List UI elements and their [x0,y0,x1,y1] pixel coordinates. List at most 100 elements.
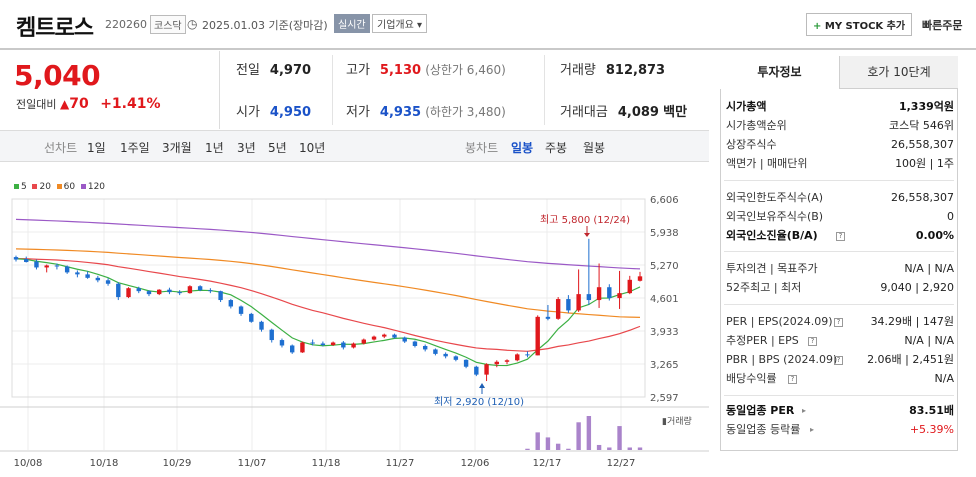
candle-weekly[interactable]: 주봉 [545,141,568,155]
stock-code: 220260 [105,18,147,31]
candle-body [494,361,499,365]
candle-body [453,356,459,360]
quote-info: 전일 4,970 시가 4,950 고가 5,130 (상한가 6,460) 저가 4,… [222,51,709,129]
candle-body [95,277,101,281]
date-text: 2025.01.03 기준(장마감) [202,19,328,32]
chevron-right-icon: ▸ [810,425,815,434]
upper-limit: (상한가 6,460) [425,63,506,77]
price-chart[interactable]: 6,606 5,938 5,270 4,601 3,933 3,265 2,597 10/08… [0,190,709,477]
sector-rate-row[interactable]: 동일업종 등락률 ▸ +5.39% [726,421,954,439]
candle-monthly[interactable]: 월봉 [583,141,606,155]
candle-body [208,290,213,292]
amount-label: 거래대금 [560,105,608,120]
tab-invest-info[interactable]: 투자정보 [720,56,839,89]
realtime-button[interactable]: 실시간 [334,14,370,33]
lower-limit: (하한가 3,480) [425,105,506,119]
candle-body [402,337,407,342]
y-tick-label: 3,933 [650,327,679,338]
clock-icon: ◷ [187,17,198,31]
candle-body [545,316,551,319]
candle-body [136,288,141,292]
help-icon[interactable]: ? [808,337,817,346]
volume-bar [525,448,530,450]
company-overview-dropdown[interactable]: 기업개요 ▾ [372,14,428,33]
open-price: 시가 4,950 [236,101,311,120]
period-3y[interactable]: 3년 [237,141,256,155]
volume-bar [566,448,571,450]
candle-body [627,279,632,294]
divider [724,251,954,252]
shares-row: 상장주식수 26,558,307 [726,138,954,151]
period-5y[interactable]: 5년 [268,141,287,155]
volume-bar [627,447,632,450]
candle-body [535,316,540,356]
candle-body [504,360,510,362]
candle-body [443,353,448,357]
trade-amount: 거래대금 4,089 백만 [560,101,687,120]
candle-body [279,340,285,346]
volume-bar [535,432,540,450]
candle-body [484,364,489,375]
help-icon[interactable]: ? [834,318,843,327]
candle-body [197,286,203,291]
chevron-down-icon: ▾ [417,20,423,31]
low-value: 4,935 [379,105,422,120]
divider [724,180,954,181]
x-tick-label: 12/06 [461,458,490,469]
change-value: 70 [69,96,89,112]
candle-body [433,349,438,354]
period-3m[interactable]: 3개월 [162,141,192,155]
tab-quote-10[interactable]: 호가 10단계 [839,56,958,89]
help-icon[interactable]: ? [836,232,845,241]
candle-body [167,289,172,293]
candle-body [371,336,377,340]
period-1d[interactable]: 1일 [87,141,106,155]
high-label: 고가 [346,63,370,78]
candle-body [64,266,70,273]
period-1y[interactable]: 1년 [205,141,224,155]
volume-label: ▮거래량 [662,415,692,427]
candle-body [34,261,39,268]
candle-body [351,343,356,348]
dividend-row: 배당수익률? N/A [726,372,954,385]
candle-body [259,321,264,330]
sidebar-tabs: 투자정보 호가 10단계 [720,56,958,89]
divider [724,304,954,305]
candle-body [596,287,602,301]
market-cap-row: 시가총액 1,339억원 [726,100,954,113]
help-icon[interactable]: ? [834,356,843,365]
add-mystock-button[interactable]: + MY STOCK 추가 [806,13,913,36]
period-1w[interactable]: 1주일 [120,141,150,155]
candle-body [586,294,592,301]
quick-order-button[interactable]: 빠른주문 [922,19,963,32]
x-tick-label: 12/17 [533,458,562,469]
help-icon[interactable]: ? [788,375,797,384]
price-box: 5,040 전일대비 ▲70 +1.41% [0,51,220,129]
add-mystock-label: MY STOCK 추가 [824,21,906,32]
open-label: 시가 [236,105,260,120]
candle-body [75,272,80,275]
y-tick-label: 3,265 [650,360,679,371]
ma20-line [15,258,641,352]
candle-body [44,265,49,268]
high-arrow-head [584,233,590,237]
candle-body [177,292,182,294]
candle-daily[interactable]: 일봉 [511,141,534,155]
par-row: 액면가 | 매매단위 100원 | 1주 [726,157,954,170]
x-tick-label: 11/27 [386,458,415,469]
candle-body [249,313,254,322]
period-10y[interactable]: 10년 [299,141,326,155]
volume: 거래량 812,873 [560,59,665,78]
low-annotation: 최저 2,920 (12/10) [434,396,524,408]
foreign-ratio-row: 외국인소진율(B/A)? 0.00% [726,229,954,242]
candle-body [525,354,530,356]
opinion-row: 투자의견 | 목표주가 N/A | N/A [726,262,954,275]
volume-bar [586,416,592,450]
high-annotation: 최고 5,800 (12/24) [540,214,630,226]
candle-body [228,300,234,307]
prev-value: 4,970 [269,63,312,78]
candle-body [330,342,336,345]
volume-bar [637,447,643,450]
sector-per-row[interactable]: 동일업종 PER ▸ 83.51배 [726,402,954,420]
amount-unit: 백만 [663,105,688,120]
